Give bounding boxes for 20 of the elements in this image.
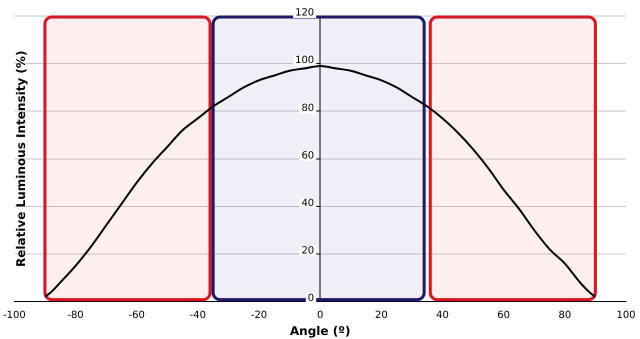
x-tick-label: 60 bbox=[497, 310, 510, 322]
y-tick-label: 60 bbox=[301, 150, 314, 162]
x-tick-label: 40 bbox=[436, 310, 449, 322]
y-tick-label: 120 bbox=[295, 8, 314, 19]
x-tick-label: -60 bbox=[128, 310, 145, 322]
y-tick-label: 100 bbox=[295, 55, 314, 66]
x-tick-label: 100 bbox=[616, 310, 636, 322]
x-tick-label: -100 bbox=[2, 310, 26, 322]
y-tick-label: 20 bbox=[301, 246, 314, 257]
y-axis-title: Relative Luminous Intensity (%) bbox=[14, 50, 28, 268]
x-tick-label: -40 bbox=[190, 310, 206, 322]
x-tick-label: 20 bbox=[374, 310, 388, 322]
x-tick-label: -80 bbox=[67, 310, 84, 322]
x-tick-label: -20 bbox=[250, 310, 268, 322]
y-tick-label: 80 bbox=[301, 102, 314, 114]
x-tick-label: 80 bbox=[558, 310, 572, 322]
x-axis-title: Angle (º) bbox=[290, 324, 350, 338]
y-tick-label: 0 bbox=[308, 293, 314, 304]
x-tick-label: 0 bbox=[316, 310, 324, 322]
y-tick-label: 40 bbox=[301, 198, 314, 209]
